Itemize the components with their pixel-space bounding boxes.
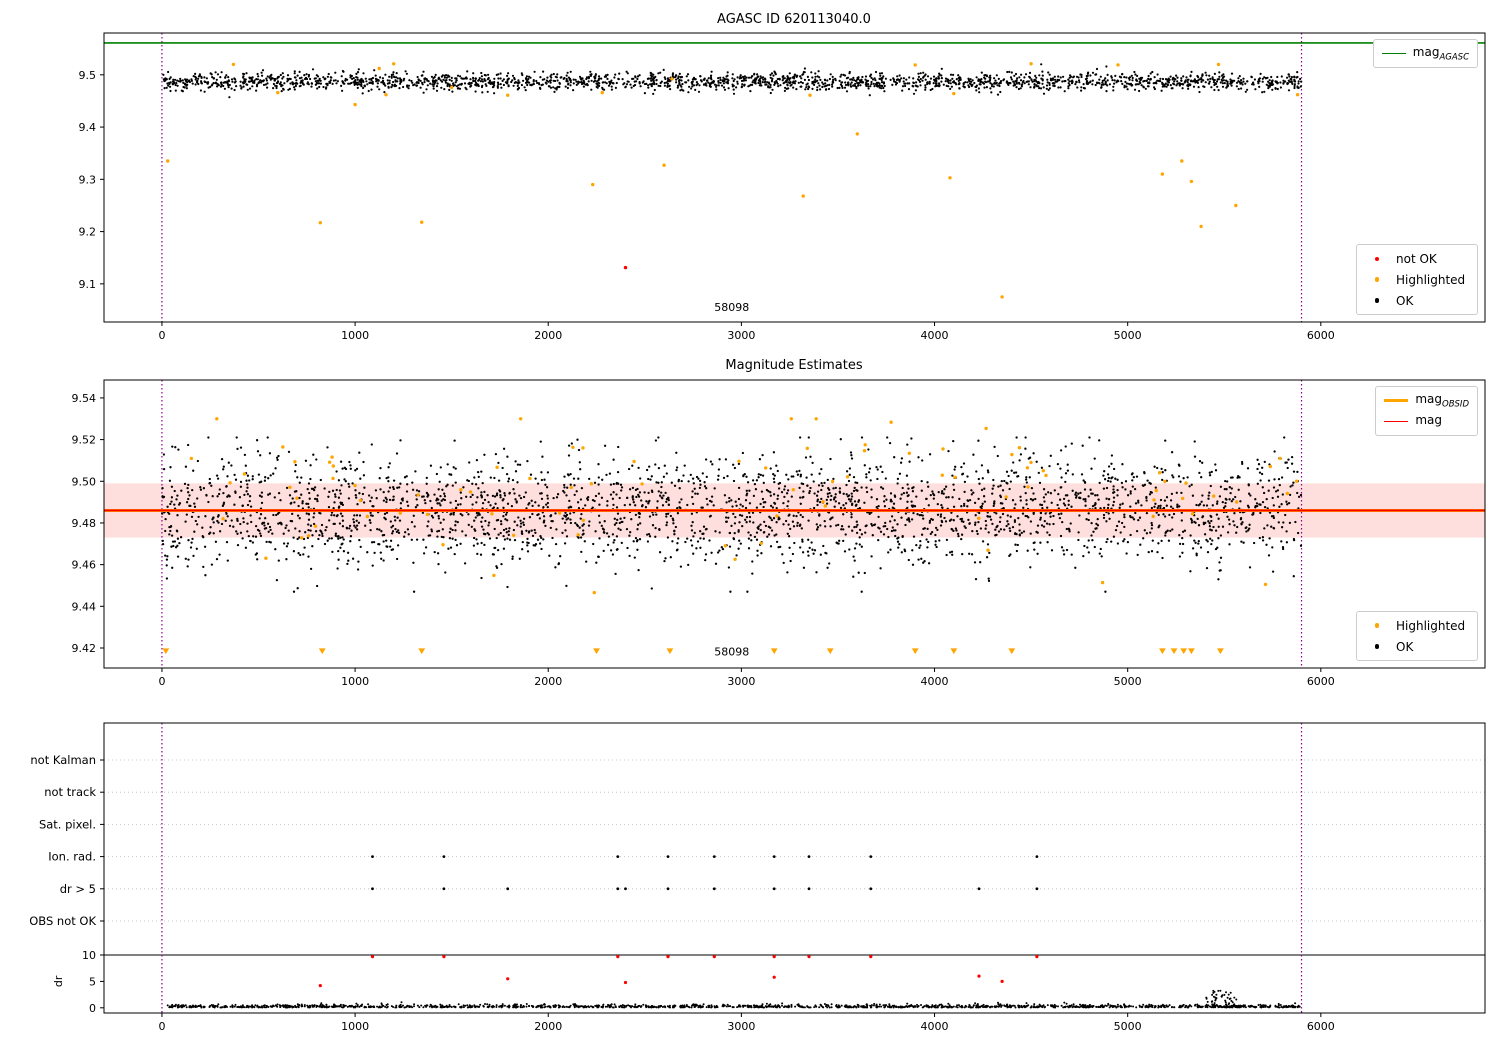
mag-line-icon <box>1384 421 1409 422</box>
not-ok-dot-icon <box>1365 256 1389 261</box>
svg-text:6000: 6000 <box>1307 329 1335 342</box>
highlighted-scatter <box>189 417 1299 595</box>
legend-item-ok2: OK <box>1365 636 1469 657</box>
flag-category-label: dr > 5 <box>60 882 96 896</box>
svg-text:5000: 5000 <box>1114 329 1142 342</box>
dr-outlier-points <box>318 955 1039 988</box>
dr-trace <box>166 989 1301 1009</box>
not-ok-scatter <box>623 265 628 270</box>
flag-category-label: not track <box>44 785 96 799</box>
flag-category-label: Sat. pixel. <box>39 817 96 831</box>
legend-item-mag-agasc: magAGASC <box>1381 43 1469 64</box>
axes-frame <box>103 379 1486 669</box>
legend-item-mag: mag <box>1384 411 1469 432</box>
plot3-flags: not Kalman not track Sat. pixel. Ion. rad. d… <box>29 722 1486 1033</box>
svg-text:9.1: 9.1 <box>79 278 97 291</box>
flag-category-label: OBS not OK <box>29 914 96 928</box>
svg-text:9.5: 9.5 <box>79 69 97 82</box>
obsid-annotation: 58098 <box>714 301 749 314</box>
legend-label-not-ok: not OK <box>1396 251 1437 266</box>
plot1-magnitudes: 58098 0 1000 2000 3000 4000 5000 6000 9.1 9.2 9.3 9… <box>79 32 1486 342</box>
ion-rad-flags <box>371 855 1039 858</box>
highlighted-dot-icon <box>1365 623 1389 628</box>
orange-line-swatch <box>1384 399 1409 402</box>
legend-label-ok: OK <box>1396 293 1414 308</box>
ok-dot-icon <box>1365 644 1389 649</box>
axes-frame <box>103 722 1486 1014</box>
dr-axis-label: dr <box>52 975 65 987</box>
plot1-title: AGASC ID 620113040.0 <box>717 12 871 27</box>
legend-label-mag-obsid: magOBSID <box>1415 391 1469 410</box>
svg-text:9.4: 9.4 <box>79 121 97 134</box>
highlighted-dot-icon <box>1365 277 1389 282</box>
ok-scatter <box>162 63 1303 99</box>
svg-text:9.2: 9.2 <box>79 226 97 239</box>
legend-label-mag-agasc: magAGASC <box>1412 44 1469 63</box>
legend-item-highlighted: Highlighted <box>1365 269 1469 290</box>
mag-agasc-line-icon <box>1381 53 1406 54</box>
svg-text:3000: 3000 <box>727 329 755 342</box>
highlighted-scatter <box>166 62 1300 299</box>
plot1-line-legend: magAGASC <box>1372 39 1478 68</box>
svg-text:4000: 4000 <box>921 329 949 342</box>
svg-text:1000: 1000 <box>341 329 369 342</box>
clipped-low-markers <box>162 648 1224 655</box>
ok-dot-icon <box>1365 298 1389 303</box>
legend-label-ok2: OK <box>1396 639 1414 654</box>
legend-item-mag-obsid: magOBSID <box>1384 390 1469 411</box>
legend-item-ok: OK <box>1365 290 1469 311</box>
plot2-line-legend: magOBSID mag <box>1375 386 1478 436</box>
plot1-marker-legend: not OK Highlighted OK <box>1356 244 1478 315</box>
legend-item-highlighted2: Highlighted <box>1365 615 1469 636</box>
svg-text:2000: 2000 <box>534 329 562 342</box>
flag-category-label: Ion. rad. <box>48 850 96 864</box>
mag-obsid-line-icon <box>1384 399 1409 402</box>
axes-frame <box>103 32 1486 323</box>
plot2-title: Magnitude Estimates <box>725 358 863 373</box>
plot2-marker-legend: Highlighted OK <box>1356 611 1478 661</box>
ok-scatter <box>161 436 1303 593</box>
svg-text:0: 0 <box>158 329 165 342</box>
svg-text:9.3: 9.3 <box>79 173 97 186</box>
red-line-swatch <box>1384 421 1409 422</box>
green-line-swatch <box>1381 53 1406 54</box>
dr5-flags <box>371 887 1039 891</box>
legend-label-highlighted: Highlighted <box>1396 272 1466 287</box>
flag-category-label: not Kalman <box>30 753 96 767</box>
legend-label-highlighted2: Highlighted <box>1396 618 1466 633</box>
legend-item-not-ok: not OK <box>1365 248 1469 269</box>
obsid-annotation: 58098 <box>714 645 749 658</box>
legend-label-mag: mag <box>1415 412 1443 427</box>
